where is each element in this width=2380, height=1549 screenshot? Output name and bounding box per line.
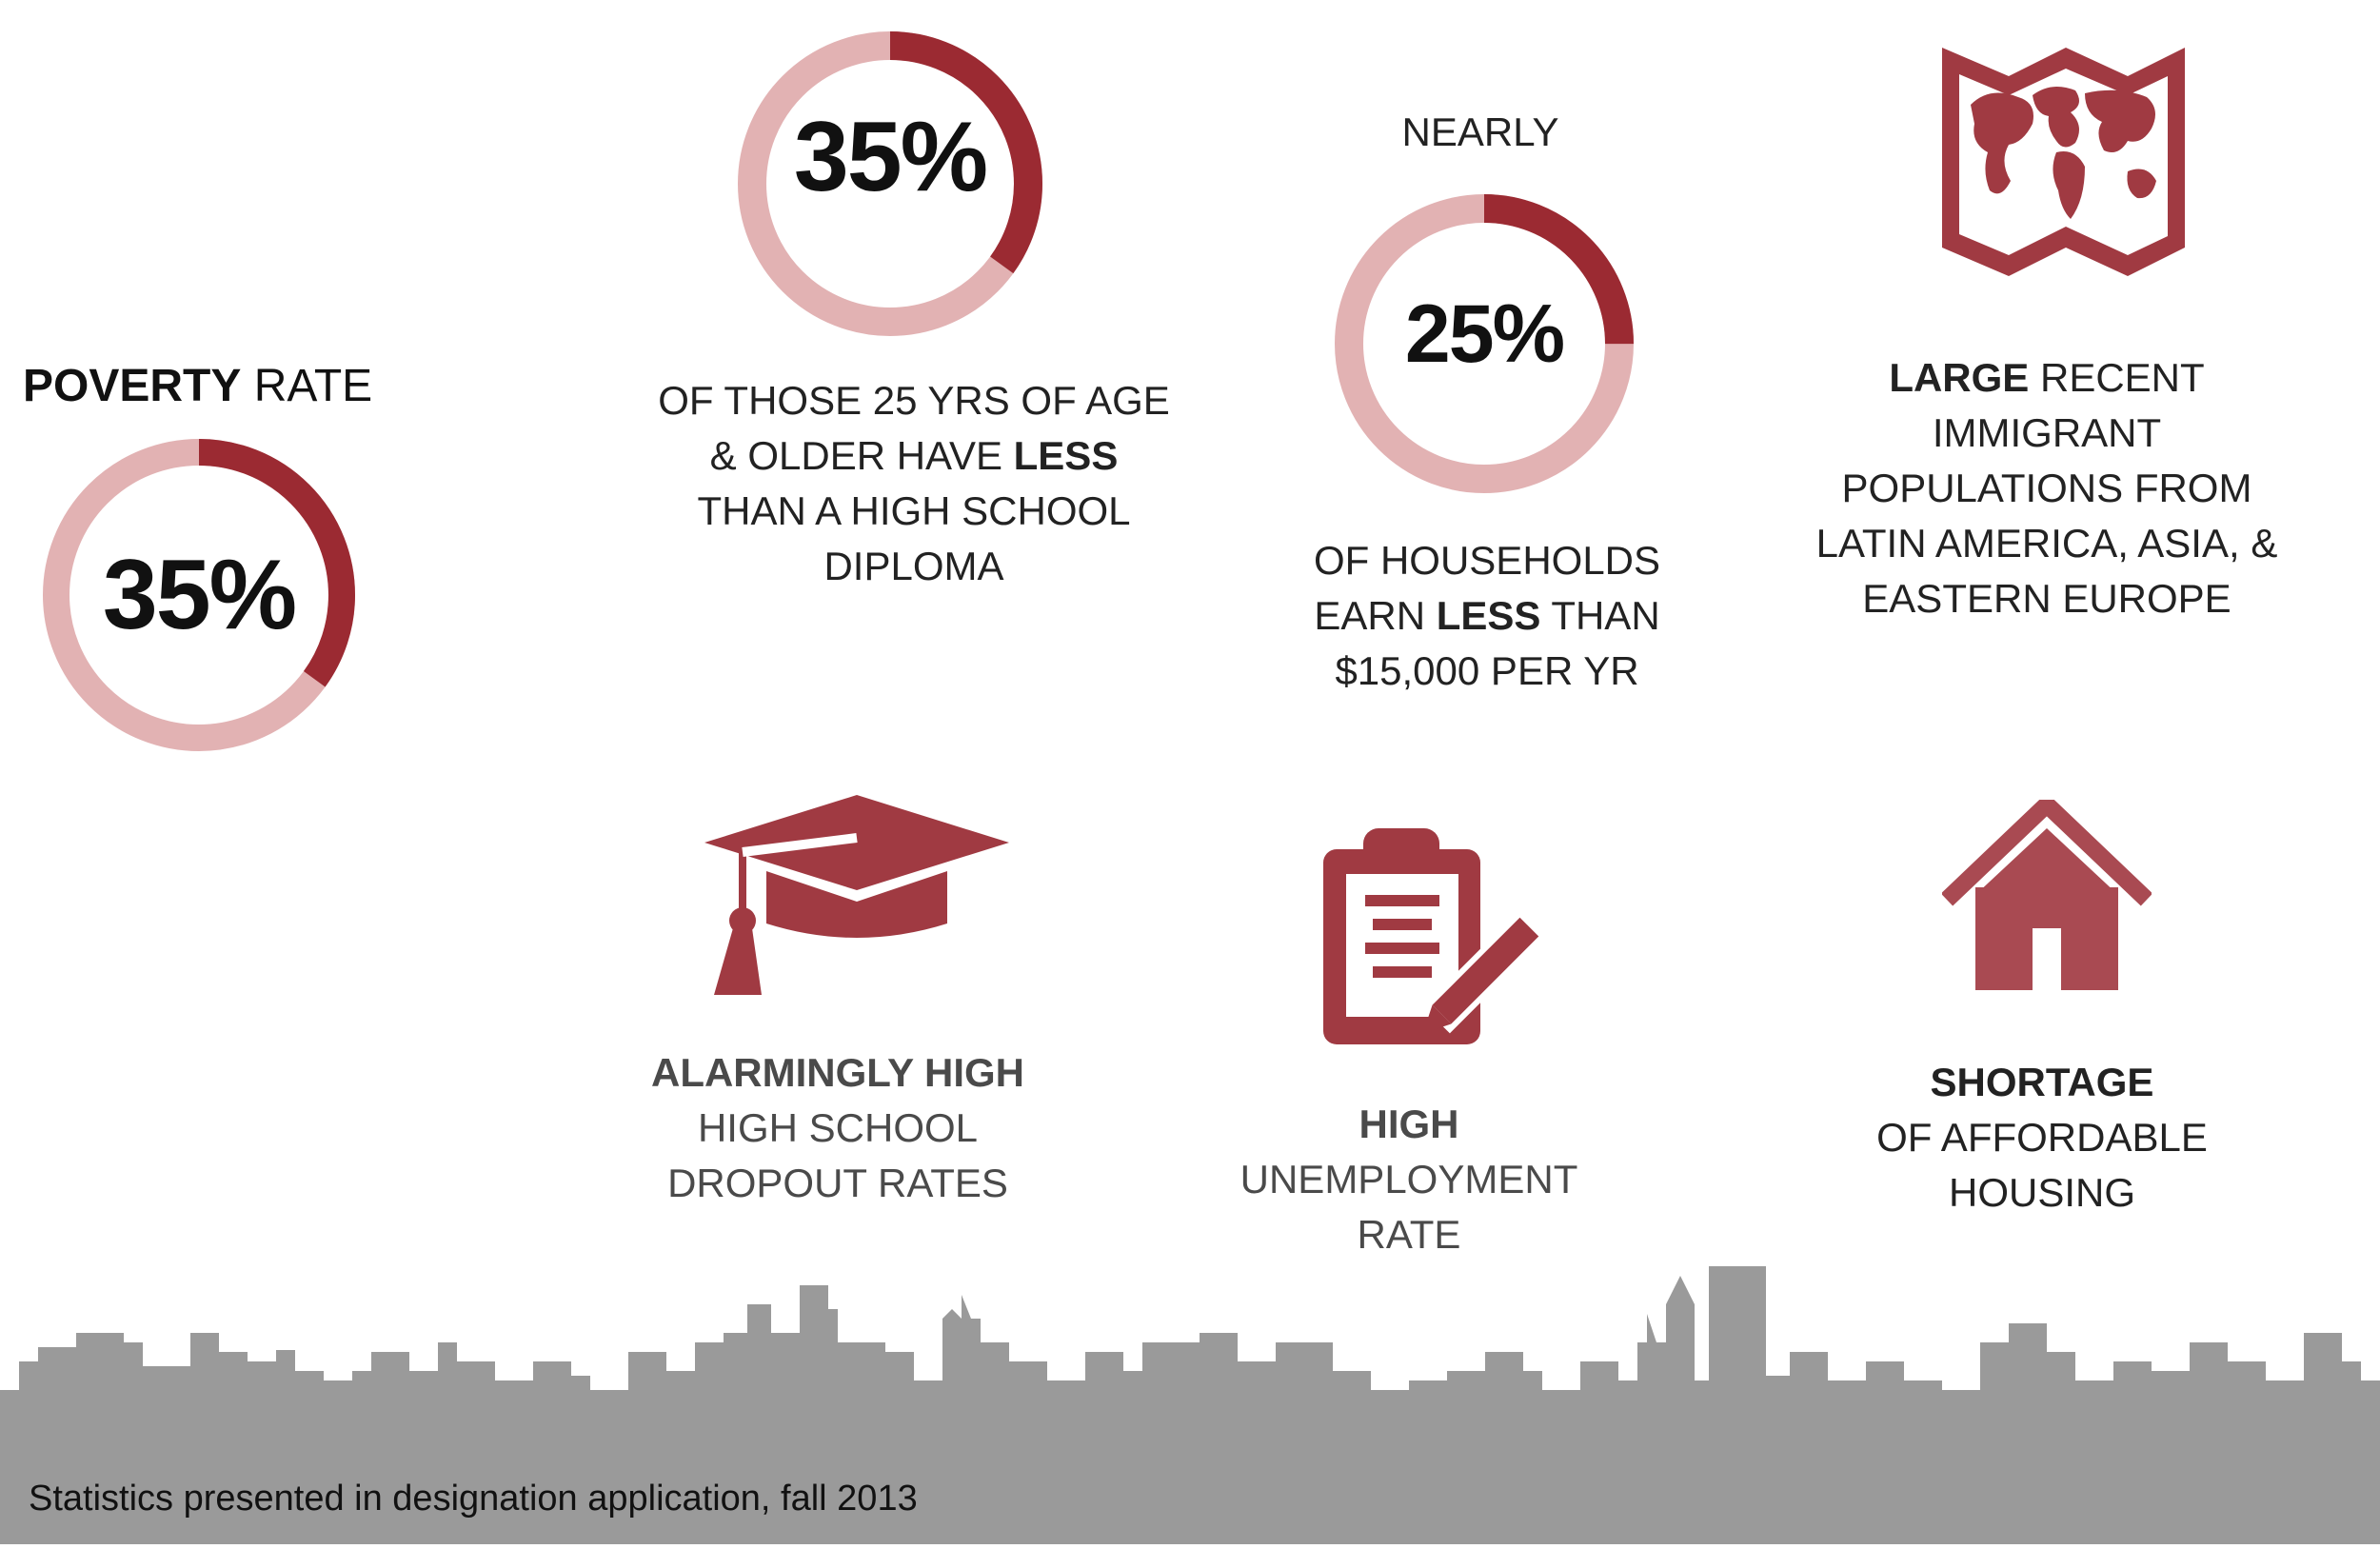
poverty-donut: 35%: [42, 438, 356, 752]
income-caption-line2-post: THAN: [1540, 593, 1660, 638]
education-caption: OF THOSE 25 YRS OF AGE & OLDER HAVE LESS…: [628, 373, 1200, 594]
income-caption-line1: OF HOUSEHOLDS: [1313, 538, 1661, 583]
house-icon: [1940, 796, 2153, 995]
immigrant-caption-line4: LATIN AMERICA, ASIA, &: [1815, 521, 2278, 566]
income-donut-value-arc: [1335, 194, 1634, 493]
education-caption-line2-bold: LESS: [1013, 433, 1119, 478]
unemployment-caption-line3: RATE: [1357, 1212, 1461, 1257]
immigrant-caption-line3: POPULATIONS FROM: [1841, 466, 2252, 510]
dropout-caption: ALARMINGLY HIGH HIGH SCHOOL DROPOUT RATE…: [600, 1045, 1076, 1211]
poverty-donut-value-arc: [43, 439, 355, 751]
education-donut-value-arc: [738, 31, 1042, 336]
poverty-heading-bold: POVERTY: [23, 361, 242, 411]
housing-caption-line1: SHORTAGE: [1930, 1060, 2154, 1104]
poverty-percent: 35%: [102, 539, 297, 650]
income-caption-line2-bold: LESS: [1436, 593, 1541, 638]
unemployment-caption-line2: UNEMPLOYMENT: [1240, 1157, 1578, 1201]
education-caption-line4: DIPLOMA: [823, 544, 1004, 588]
footnote: Statistics presented in designation appl…: [29, 1479, 918, 1519]
income-prefix: NEARLY: [1401, 109, 1559, 154]
immigrant-caption-line1: LARGE RECENT: [1766, 350, 2328, 406]
immigrant-caption-line2: IMMIGRANT: [1932, 410, 2162, 455]
education-caption-line1: OF THOSE 25 YRS OF AGE: [658, 378, 1170, 423]
education-caption-line2-pre: & OLDER HAVE: [709, 433, 1014, 478]
education-caption-line3: THAN A HIGH SCHOOL: [697, 488, 1131, 533]
education-donut: 35%: [733, 27, 1047, 341]
income-caption: OF HOUSEHOLDS EARN LESS THAN $15,000 PER…: [1249, 533, 1725, 699]
education-percent: 35%: [793, 102, 988, 212]
dropout-caption-line3: DROPOUT RATES: [667, 1161, 1008, 1205]
poverty-heading-rest: RATE: [253, 361, 373, 411]
housing-caption-line3: HOUSING: [1948, 1170, 2135, 1215]
poverty-heading: POVERTY RATE: [23, 360, 372, 412]
dropout-caption-line2: HIGH SCHOOL: [697, 1105, 979, 1150]
clipboard-pencil-icon: [1323, 828, 1571, 1052]
immigrant-caption-line1-rest: RECENT: [2029, 355, 2205, 400]
education-caption-line2: & OLDER HAVE LESS: [628, 428, 1200, 484]
unemployment-caption-line1: HIGH: [1359, 1102, 1459, 1146]
immigrant-caption-line5: EASTERN EUROPE: [1862, 576, 2231, 621]
income-donut: 25%: [1333, 192, 1636, 495]
income-percent: 25%: [1404, 288, 1565, 380]
housing-caption-line2: OF AFFORDABLE: [1876, 1115, 2208, 1160]
dropout-caption-line1: ALARMINGLY HIGH: [650, 1050, 1025, 1095]
unemployment-caption: HIGH UNEMPLOYMENT RATE: [1171, 1097, 1647, 1262]
world-map-icon: [1942, 38, 2190, 290]
immigrant-caption: LARGE RECENT IMMIGRANT POPULATIONS FROM …: [1766, 350, 2328, 626]
city-skyline: [0, 1238, 2380, 1544]
immigrant-caption-line1-bold: LARGE: [1889, 355, 2030, 400]
income-caption-line2: EARN LESS THAN: [1249, 588, 1725, 644]
income-caption-line2-pre: EARN: [1314, 593, 1437, 638]
graduation-cap-icon: [704, 795, 1009, 1009]
housing-caption: SHORTAGE OF AFFORDABLE HOUSING: [1804, 1055, 2280, 1221]
income-caption-line3: $15,000 PER YR: [1335, 648, 1639, 693]
